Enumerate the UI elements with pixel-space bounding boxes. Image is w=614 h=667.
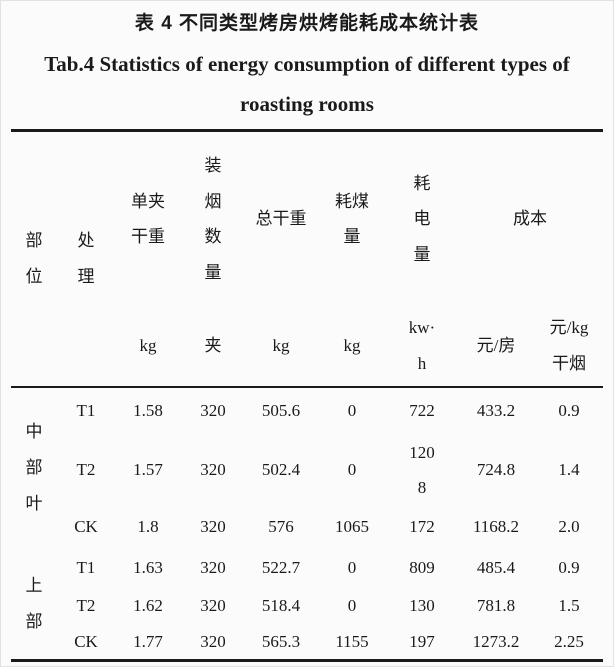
data-cell: 120 8 xyxy=(409,442,435,498)
unit-total-dry-weight: kg xyxy=(245,306,317,388)
treatment-cell: CK xyxy=(74,631,98,651)
unit-cost-per-room: 元/房 xyxy=(457,306,535,388)
data-cell: 0 xyxy=(347,401,357,421)
data-cell: 1168.2 xyxy=(472,517,520,537)
col-header-single-clip-dry-weight: 单夹 干重 xyxy=(131,191,165,247)
unit-coal-consumption: kg xyxy=(317,306,387,388)
table-row: 中 部 叶 T1 1.58 320 505.6 0 722 433.2 0.9 xyxy=(11,387,603,512)
treatment-cell: CK xyxy=(74,517,98,537)
data-cell: 1065 xyxy=(335,517,369,537)
data-cell: 1.77 xyxy=(133,631,163,651)
data-cell: 2.0 xyxy=(558,517,580,537)
data-cell: 0 xyxy=(347,595,357,615)
col-header-cost: 成本 xyxy=(513,209,547,229)
table-row: T2 1.62 320 518.4 0 130 781.8 1.5 xyxy=(11,588,603,624)
data-cell: 505.6 xyxy=(261,401,301,421)
data-cell: 1.8 xyxy=(137,517,159,537)
data-cell: 502.4 xyxy=(261,460,301,480)
table-row: CK 1.77 320 565.3 1155 197 1273.2 2.25 xyxy=(11,624,603,661)
data-cell: 0 xyxy=(347,460,357,480)
unit-electricity-consumption: kw· h xyxy=(387,306,457,388)
data-cell: 809 xyxy=(409,558,435,578)
data-cell: 565.3 xyxy=(261,631,301,651)
data-cell: 485.4 xyxy=(476,558,516,578)
col-header-coal-consumption: 耗煤 量 xyxy=(335,191,369,247)
col-header-treatment: 处 理 xyxy=(57,130,115,388)
data-cell: 320 xyxy=(200,595,226,615)
data-cell: 1.5 xyxy=(558,595,580,615)
data-cell: 320 xyxy=(200,631,226,651)
data-cell: 1.4 xyxy=(558,460,580,480)
table-row: CK 1.8 320 576 1065 172 1168.2 2.0 xyxy=(11,506,603,548)
table-title-en: Tab.4 Statistics of energy consumption o… xyxy=(44,52,570,116)
col-header-part: 部 位 xyxy=(11,130,57,388)
data-cell: 1.63 xyxy=(133,558,163,578)
data-cell: 576 xyxy=(268,517,294,537)
data-cell: 320 xyxy=(200,517,226,537)
data-cell: 1155 xyxy=(335,631,369,651)
energy-consumption-table: 部 位 处 理 单夹 干重 装 烟 数 量 总干重 耗煤 量 耗 电 量 成本 … xyxy=(11,129,603,663)
group-label-upper-part: 上 部 xyxy=(25,575,43,631)
table-title-zh: 表 4 不同类型烤房烘烤能耗成本统计表 xyxy=(134,13,480,34)
data-cell: 1273.2 xyxy=(472,631,520,651)
data-cell: 130 xyxy=(409,595,435,615)
data-cell: 172 xyxy=(409,517,435,537)
table-row: 上 部 T1 1.63 320 522.7 0 809 485.4 0.9 xyxy=(11,548,603,631)
data-cell: 1.58 xyxy=(133,401,163,421)
data-cell: 781.8 xyxy=(476,595,516,615)
data-cell: 1.62 xyxy=(133,595,163,615)
units-row: kg 夹 kg kg kw· h 元/房 元/kg 干烟 xyxy=(11,306,603,388)
unit-tobacco-load-count: 夹 xyxy=(181,306,245,388)
col-header-tobacco-load-count: 装 烟 数 量 xyxy=(204,155,222,282)
treatment-cell: T2 xyxy=(76,460,96,480)
data-cell: 0.9 xyxy=(558,401,580,421)
unit-cost-per-kg-dry-tobacco: 元/kg 干烟 xyxy=(535,306,603,388)
header-row: 部 位 处 理 单夹 干重 装 烟 数 量 总干重 耗煤 量 耗 电 量 成本 xyxy=(11,130,603,388)
data-cell: 722 xyxy=(409,401,435,421)
data-cell: 2.25 xyxy=(554,631,584,651)
data-cell: 0.9 xyxy=(558,558,580,578)
data-cell: 197 xyxy=(409,631,435,651)
data-cell: 1.57 xyxy=(133,460,163,480)
data-cell: 518.4 xyxy=(261,595,301,615)
data-cell: 433.2 xyxy=(476,401,516,421)
data-cell: 320 xyxy=(200,401,226,421)
data-cell: 522.7 xyxy=(261,558,301,578)
data-cell: 320 xyxy=(200,558,226,578)
treatment-cell: T2 xyxy=(76,595,96,615)
treatment-cell: T1 xyxy=(76,558,96,578)
treatment-cell: T1 xyxy=(76,401,96,421)
data-cell: 724.8 xyxy=(476,460,516,480)
table-row: T2 1.57 320 502.4 0 120 8 724.8 1.4 xyxy=(11,435,603,506)
col-header-total-dry-weight: 总干重 xyxy=(255,209,307,229)
data-cell: 320 xyxy=(200,460,226,480)
data-cell: 0 xyxy=(347,558,357,578)
group-label-middle-leaves: 中 部 叶 xyxy=(25,422,43,513)
unit-single-clip-dry-weight: kg xyxy=(115,306,181,388)
col-header-electricity-consumption: 耗 电 量 xyxy=(413,173,431,265)
